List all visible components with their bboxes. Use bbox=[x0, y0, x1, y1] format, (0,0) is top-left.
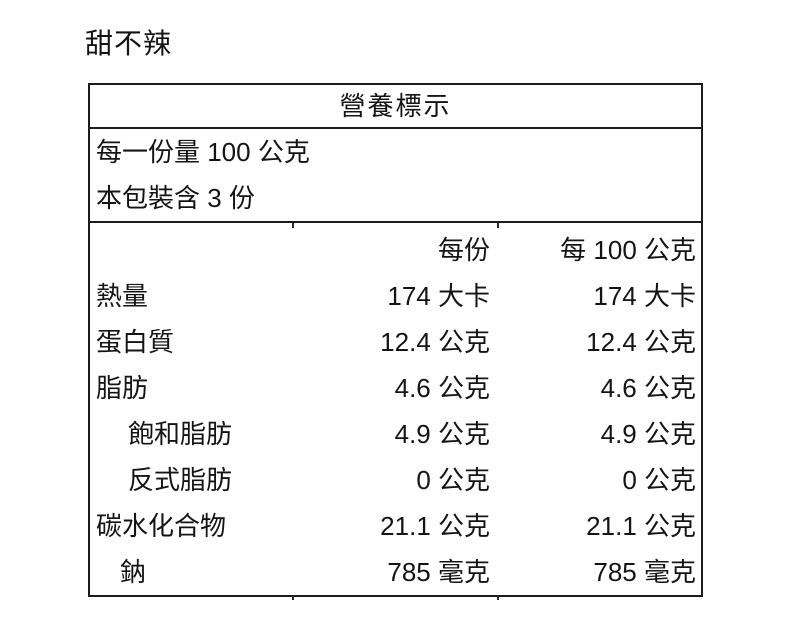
nutrient-row-trans-fat: 反式脂肪 0 公克 0 公克 bbox=[90, 457, 701, 503]
column-border-tick bbox=[497, 223, 499, 228]
column-header-row: 每份 每 100 公克 bbox=[90, 223, 701, 273]
nutrition-table: 營養標示 每一份量 100 公克 本包裝含 3 份 每份 每 100 公克 熱量… bbox=[88, 83, 703, 600]
per-100g-value: 4.6 公克 bbox=[600, 373, 696, 403]
serving-info-section: 每一份量 100 公克 本包裝含 3 份 bbox=[90, 129, 701, 223]
nutrient-label: 蛋白質 bbox=[96, 327, 175, 357]
serving-size-line: 每一份量 100 公克 bbox=[96, 137, 310, 167]
nutrient-row-fat: 脂肪 4.6 公克 4.6 公克 bbox=[90, 365, 701, 411]
column-border-tick bbox=[292, 223, 294, 228]
per-serving-value: 785 毫克 bbox=[387, 557, 490, 587]
per-100g-value: 12.4 公克 bbox=[586, 327, 696, 357]
per-100g-value: 21.1 公克 bbox=[586, 511, 696, 541]
per-serving-value: 12.4 公克 bbox=[380, 327, 490, 357]
page-title: 甜不辣 bbox=[85, 28, 173, 59]
nutrient-row-protein: 蛋白質 12.4 公克 12.4 公克 bbox=[90, 319, 701, 365]
per-serving-value: 21.1 公克 bbox=[380, 511, 490, 541]
per-serving-value: 4.9 公克 bbox=[394, 419, 490, 449]
nutrient-label: 飽和脂肪 bbox=[128, 419, 233, 449]
per-100g-value: 0 公克 bbox=[622, 465, 696, 495]
nutrient-label: 鈉 bbox=[120, 557, 147, 587]
per-100g-value: 4.9 公克 bbox=[600, 419, 696, 449]
column-border-tick bbox=[292, 595, 294, 600]
column-header-per-serving: 每份 bbox=[437, 235, 490, 265]
nutrient-row-sodium: 鈉 785 毫克 785 毫克 bbox=[90, 549, 701, 595]
nutrient-row-carbohydrate: 碳水化合物 21.1 公克 21.1 公克 bbox=[90, 503, 701, 549]
servings-per-pack-line: 本包裝含 3 份 bbox=[96, 183, 255, 213]
nutrient-label: 脂肪 bbox=[96, 373, 149, 403]
column-header-spacer bbox=[90, 223, 293, 277]
nutrient-row-saturated-fat: 飽和脂肪 4.9 公克 4.9 公克 bbox=[90, 411, 701, 457]
per-serving-value: 0 公克 bbox=[416, 465, 490, 495]
per-serving-value: 174 大卡 bbox=[387, 281, 490, 311]
per-serving-value: 4.6 公克 bbox=[394, 373, 490, 403]
per-100g-value: 174 大卡 bbox=[593, 281, 696, 311]
per-100g-value: 785 毫克 bbox=[593, 557, 696, 587]
nutrient-label: 熱量 bbox=[96, 281, 149, 311]
nutrition-table-title: 營養標示 bbox=[90, 85, 701, 129]
nutrient-row-calories: 熱量 174 大卡 174 大卡 bbox=[90, 273, 701, 319]
nutrient-label: 反式脂肪 bbox=[128, 465, 233, 495]
nutrient-label: 碳水化合物 bbox=[96, 511, 227, 541]
column-border-tick bbox=[497, 595, 499, 600]
column-header-per-100g: 每 100 公克 bbox=[560, 235, 696, 265]
